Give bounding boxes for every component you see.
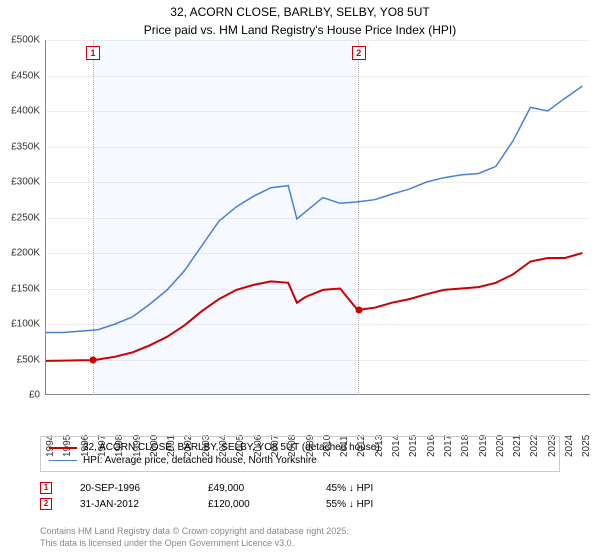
footer-line-2: This data is licensed under the Open Gov… bbox=[40, 538, 349, 550]
row-date: 20-SEP-1996 bbox=[80, 483, 180, 494]
row-marker: 1 bbox=[40, 482, 52, 494]
table-row: 1 20-SEP-1996 £49,000 45% ↓ HPI bbox=[40, 480, 560, 496]
series-line bbox=[46, 86, 582, 332]
ytick-label: £250K bbox=[0, 212, 40, 223]
chart-marker-label: 1 bbox=[86, 46, 100, 60]
chart-marker-dot bbox=[90, 357, 97, 364]
legend-box: 32, ACORN CLOSE, BARLBY, SELBY, YO8 5UT … bbox=[40, 436, 560, 472]
ytick-label: £200K bbox=[0, 248, 40, 259]
ytick-label: £350K bbox=[0, 141, 40, 152]
ytick-label: £100K bbox=[0, 319, 40, 330]
legend-item-2: HPI: Average price, detached house, Nort… bbox=[49, 454, 551, 467]
sales-table: 1 20-SEP-1996 £49,000 45% ↓ HPI 2 31-JAN-2012… bbox=[40, 480, 560, 512]
row-price: £120,000 bbox=[208, 499, 298, 510]
footer-text: Contains HM Land Registry data © Crown c… bbox=[40, 526, 349, 549]
row-price: £49,000 bbox=[208, 483, 298, 494]
plot-area: 12 bbox=[45, 40, 590, 395]
line-svg bbox=[46, 40, 591, 395]
ytick-label: £300K bbox=[0, 177, 40, 188]
row-pct: 55% ↓ HPI bbox=[326, 499, 416, 510]
ytick-label: £0 bbox=[0, 390, 40, 401]
chart-marker-label: 2 bbox=[352, 46, 366, 60]
footer-line-1: Contains HM Land Registry data © Crown c… bbox=[40, 526, 349, 538]
series-line bbox=[46, 253, 582, 361]
table-row: 2 31-JAN-2012 £120,000 55% ↓ HPI bbox=[40, 496, 560, 512]
page-title: 32, ACORN CLOSE, BARLBY, SELBY, YO8 5UT bbox=[0, 0, 600, 23]
row-marker: 2 bbox=[40, 498, 52, 510]
row-date: 31-JAN-2012 bbox=[80, 499, 180, 510]
legend-swatch-1 bbox=[49, 447, 77, 449]
chart-marker-dot bbox=[355, 306, 362, 313]
row-pct: 45% ↓ HPI bbox=[326, 483, 416, 494]
legend-swatch-2 bbox=[49, 460, 77, 462]
ytick-label: £400K bbox=[0, 106, 40, 117]
chart-container: £0 £50K £100K £150K £200K £250K £300K £350K £400… bbox=[0, 40, 600, 430]
ytick-label: £500K bbox=[0, 35, 40, 46]
legend-text-1: 32, ACORN CLOSE, BARLBY, SELBY, YO8 5UT … bbox=[83, 442, 380, 453]
legend-text-2: HPI: Average price, detached house, Nort… bbox=[83, 455, 317, 466]
ytick-label: £450K bbox=[0, 70, 40, 81]
legend-item-1: 32, ACORN CLOSE, BARLBY, SELBY, YO8 5UT … bbox=[49, 441, 551, 454]
ytick-label: £150K bbox=[0, 283, 40, 294]
ytick-label: £50K bbox=[0, 354, 40, 365]
